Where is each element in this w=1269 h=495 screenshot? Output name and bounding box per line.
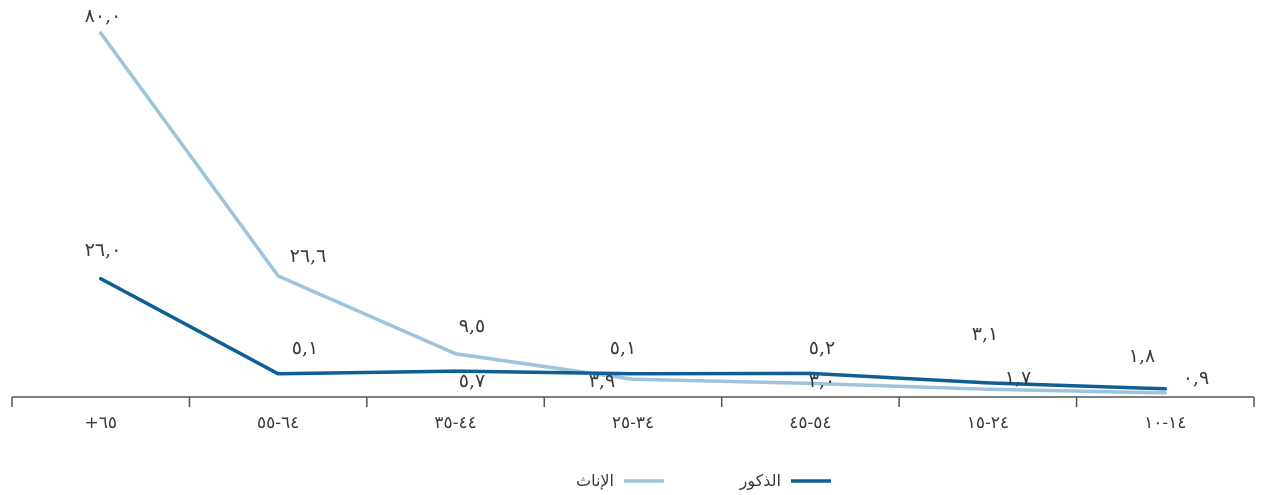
x-tick-label: ٣٤-٢٥ [612,413,654,433]
data-label: ٨٠,٠ [85,5,122,27]
x-tick-label: +٦٥ [84,413,117,433]
data-label: ٥,١ [292,337,318,359]
series-lines [98,31,1168,395]
data-label: ٢٦,٠ [85,239,122,261]
x-tick-label: ٦٤-٥٥ [257,413,299,433]
x-tick-label: ٥٤-٤٥ [789,413,831,433]
data-label: ٣,١ [972,323,998,345]
data-label: ٩,٥ [459,315,485,337]
legend-label-female: الإناث [576,471,614,490]
series-line [98,31,1168,395]
x-tick-label: ٤٤-٣٥ [434,413,476,433]
data-labels: ٨٠,٠ ٢٦,٦ ٩,٥ ٣,٩ ٣,٠ ١,٧ ٠,٩ ٢٦,٠ ٥,١ ٥,٧ ٥,١ ٥,٢ ٣… [85,5,1209,392]
series-line [98,276,1168,391]
data-label: ٥,١ [610,337,636,359]
data-label: ١,٧ [1005,367,1031,389]
data-label: ١,٨ [1129,345,1155,367]
data-label: ٣,٩ [589,370,615,392]
data-label: ٢٦,٦ [290,245,327,267]
legend: الذكور الإناث [576,471,831,491]
x-tick-label: ٢٤-١٥ [967,413,1009,433]
data-label: ٥,٢ [809,337,835,359]
legend-label-male: الذكور [739,471,781,491]
data-label: ٠,٩ [1183,367,1209,389]
data-label: ٣,٠ [809,370,835,392]
data-label: ٥,٧ [459,370,485,392]
x-tick-label: ١٤-١٠ [1144,413,1186,433]
x-axis: +٦٥ ٦٤-٥٥ ٤٤-٣٥ ٣٤-٢٥ ٥٤-٤٥ ٢٤-١٥ ١٤-١٠ [11,396,1255,433]
